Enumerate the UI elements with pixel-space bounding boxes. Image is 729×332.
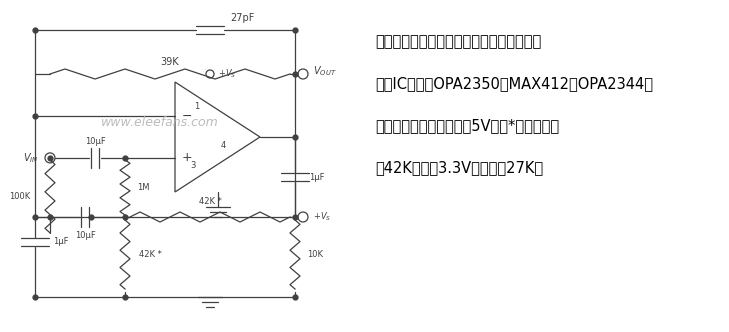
Text: $+V_S$: $+V_S$ — [218, 68, 236, 80]
Text: 运放IC可选择OPA2350、MAX412、OPA2344等: 运放IC可选择OPA2350、MAX412、OPA2344等 — [375, 76, 653, 91]
Text: 1: 1 — [195, 102, 200, 111]
Text: 39K: 39K — [160, 57, 179, 67]
Text: 42K *: 42K * — [139, 250, 162, 259]
Text: 4: 4 — [220, 140, 225, 149]
Text: 100K: 100K — [9, 192, 30, 201]
Text: 低压系列。若电源电压为5V，带*号电阔请使: 低压系列。若电源电压为5V，带*号电阔请使 — [375, 118, 559, 133]
Text: 用42K，若为3.3V，请使用27K。: 用42K，若为3.3V，请使用27K。 — [375, 160, 543, 175]
Text: −: − — [182, 110, 192, 123]
Text: 10K: 10K — [307, 250, 323, 259]
Text: 10μF: 10μF — [85, 137, 106, 146]
Text: 单电源、低压、低功耗运算放大器电路图。: 单电源、低压、低功耗运算放大器电路图。 — [375, 34, 541, 49]
Text: +: + — [182, 151, 192, 164]
Text: $+V_S$: $+V_S$ — [313, 211, 331, 223]
Text: 3: 3 — [190, 161, 195, 170]
Text: $V_{IN}$: $V_{IN}$ — [23, 151, 39, 165]
Text: 10μF: 10μF — [74, 230, 95, 239]
Text: 1M: 1M — [137, 183, 149, 192]
Text: 1μF: 1μF — [309, 173, 324, 182]
Text: 27pF: 27pF — [230, 13, 254, 23]
Text: $V_{OUT}$: $V_{OUT}$ — [313, 64, 337, 78]
Text: 42K *: 42K * — [198, 197, 222, 206]
Text: 1μF: 1μF — [53, 237, 69, 246]
Text: www.eleefans.com: www.eleefans.com — [101, 116, 219, 128]
